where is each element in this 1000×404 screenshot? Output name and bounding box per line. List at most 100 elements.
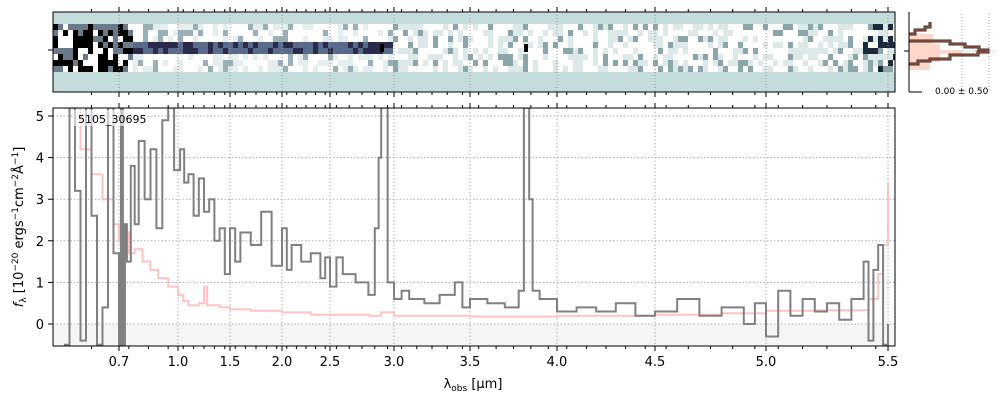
2d-pixel — [413, 54, 418, 60]
2d-pixel — [878, 66, 883, 72]
2d-pixel — [308, 54, 313, 60]
2d-pixel — [148, 24, 153, 30]
2d-pixel — [98, 66, 103, 72]
2d-pixel — [793, 60, 798, 66]
2d-pixel — [78, 48, 83, 54]
2d-pixel — [873, 54, 878, 60]
2d-pixel — [348, 54, 353, 60]
2d-pixel — [868, 60, 873, 66]
2d-pixel — [213, 54, 218, 60]
2d-pixel — [503, 36, 508, 42]
2d-pixel — [343, 48, 348, 54]
2d-pixel — [408, 54, 413, 60]
2d-pixel — [823, 24, 828, 30]
2d-pixel — [833, 66, 838, 72]
2d-pixel — [663, 42, 668, 48]
2d-pixel — [878, 36, 883, 42]
2d-pixel — [533, 54, 538, 60]
2d-pixel — [138, 66, 143, 72]
2d-pixel — [623, 30, 628, 36]
2d-pixel — [103, 48, 108, 54]
2d-pixel — [843, 54, 848, 60]
2d-pixel — [668, 30, 673, 36]
2d-pixel — [203, 54, 208, 60]
2d-pixel — [638, 36, 643, 42]
2d-pixel — [183, 30, 188, 36]
2d-pixel — [543, 60, 548, 66]
2d-pixel — [323, 60, 328, 66]
2d-pixel — [448, 54, 453, 60]
2d-pixel — [578, 48, 583, 54]
2d-pixel — [63, 54, 68, 60]
2d-pixel — [418, 36, 423, 42]
2d-pixel — [103, 66, 108, 72]
2d-pixel — [668, 54, 673, 60]
2d-pixel — [553, 42, 558, 48]
2d-pixel — [688, 48, 693, 54]
2d-pixel — [588, 48, 593, 54]
2d-pixel — [783, 54, 788, 60]
2d-pixel — [723, 24, 728, 30]
2d-pixel — [58, 54, 63, 60]
2d-pixel — [858, 24, 863, 30]
2d-pixel — [628, 66, 633, 72]
2d-pixel — [118, 24, 123, 30]
2d-pixel — [758, 48, 763, 54]
2d-pixel — [388, 36, 393, 42]
2d-pixel — [643, 48, 648, 54]
2d-pixel — [213, 30, 218, 36]
2d-pixel — [768, 54, 773, 60]
2d-pixel — [448, 24, 453, 30]
2d-pixel — [448, 60, 453, 66]
2d-pixel — [648, 30, 653, 36]
2d-pixel — [708, 30, 713, 36]
2d-pixel — [443, 54, 448, 60]
2d-pixel — [248, 42, 253, 48]
2d-pixel — [668, 36, 673, 42]
2d-pixel — [373, 30, 378, 36]
2d-pixel — [728, 54, 733, 60]
2d-pixel — [863, 66, 868, 72]
2d-pixel — [313, 48, 318, 54]
2d-pixel — [123, 60, 128, 66]
2d-pixel — [758, 66, 763, 72]
x-tick-label: 5.0 — [756, 355, 777, 370]
2d-pixel — [478, 54, 483, 60]
2d-pixel — [583, 24, 588, 30]
2d-pixel — [273, 60, 278, 66]
2d-pixel — [68, 66, 73, 72]
2d-pixel — [273, 42, 278, 48]
2d-pixel — [383, 30, 388, 36]
2d-pixel — [98, 54, 103, 60]
2d-pixel — [213, 42, 218, 48]
2d-pixel — [203, 66, 208, 72]
2d-pixel — [423, 60, 428, 66]
2d-pixel — [583, 66, 588, 72]
2d-pixel — [883, 54, 888, 60]
2d-pixel — [63, 24, 68, 30]
2d-pixel — [513, 24, 518, 30]
2d-pixel — [403, 24, 408, 30]
2d-pixel — [573, 66, 578, 72]
2d-pixel — [413, 60, 418, 66]
2d-pixel — [163, 48, 168, 54]
2d-pixel — [418, 42, 423, 48]
2d-pixel — [678, 30, 683, 36]
2d-pixel — [703, 36, 708, 42]
2d-pixel — [283, 54, 288, 60]
2d-pixel — [818, 24, 823, 30]
2d-pixel — [253, 24, 258, 30]
2d-pixel — [793, 24, 798, 30]
2d-pixel — [443, 30, 448, 36]
2d-pixel — [828, 54, 833, 60]
2d-pixel — [248, 36, 253, 42]
2d-pixel — [623, 24, 628, 30]
2d-pixel — [268, 54, 273, 60]
2d-pixel — [383, 24, 388, 30]
2d-pixel — [703, 54, 708, 60]
2d-pixel — [688, 30, 693, 36]
2d-pixel — [643, 66, 648, 72]
2d-pixel — [658, 36, 663, 42]
2d-pixel — [368, 30, 373, 36]
2d-pixel — [628, 60, 633, 66]
